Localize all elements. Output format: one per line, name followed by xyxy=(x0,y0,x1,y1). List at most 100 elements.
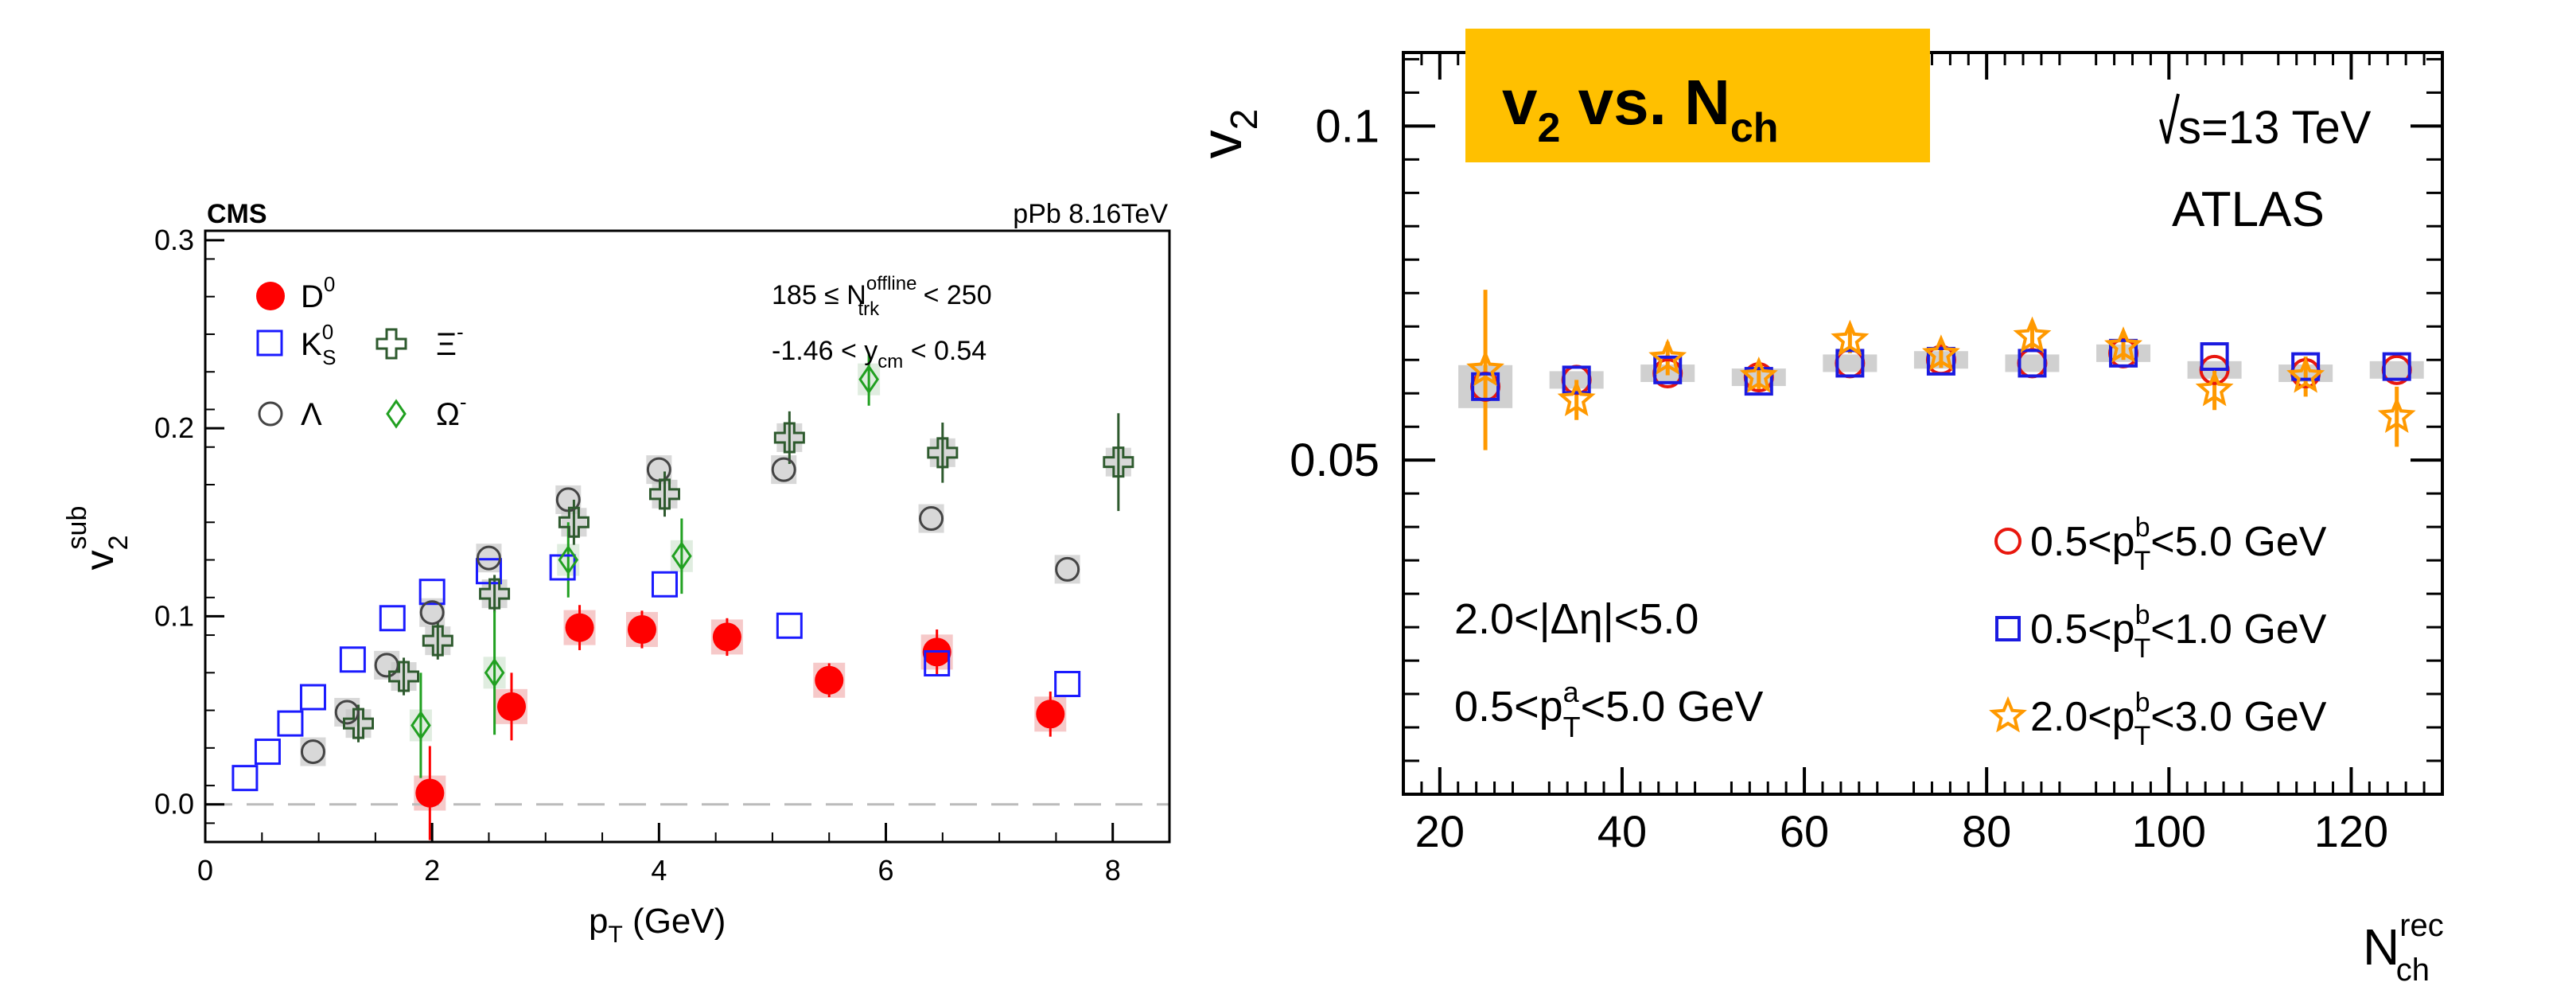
xi-point xyxy=(479,578,511,610)
d0-point xyxy=(627,614,656,644)
legend-omega-marker xyxy=(386,399,407,429)
atlas-orange-point xyxy=(1739,357,1778,393)
atlas-blue-point xyxy=(1653,355,1683,384)
xi-point xyxy=(342,707,374,739)
cms-legend: D0 K0 S Ξ- Λ Ω- xyxy=(256,272,467,432)
legend-omega-sup: - xyxy=(460,390,467,414)
omega-point xyxy=(484,657,505,688)
cms-y-tick-label: 0.1 xyxy=(154,599,194,632)
atlas-y-tick-label: 0.05 xyxy=(1290,435,1379,486)
banner-title: v2 vs. Nch xyxy=(1502,67,1779,151)
atlas-legend-blue-marker xyxy=(1995,616,2021,641)
xi-point xyxy=(422,625,453,657)
cms-ylabel-v: v xyxy=(77,550,122,570)
cms-cut2-post: < 0.54 xyxy=(903,336,986,366)
lambda-point xyxy=(334,700,360,725)
lambda-point xyxy=(1055,556,1080,582)
atlas-ylabel-v: v xyxy=(1190,130,1254,158)
atlas-leg2-pre: 2.0<p xyxy=(2030,694,2135,740)
banner-sub2: ch xyxy=(1730,105,1779,151)
cms-cut2-sub: cm xyxy=(877,351,903,372)
title-banner xyxy=(1465,29,1930,162)
atlas-pta-cut: 0.5<pa T<5.0 GeV xyxy=(1454,676,1763,743)
legend-xi-label: Ξ- xyxy=(436,320,464,362)
ks0-point xyxy=(924,650,951,677)
omega-point xyxy=(411,710,431,741)
svg-text:v2sub: v2 sub xyxy=(62,506,134,571)
atlas-y-tick-label: 0.1 xyxy=(1315,100,1379,152)
atlas-leg1-post: <1.0 GeV xyxy=(2150,606,2326,653)
banner-sub1: 2 xyxy=(1538,105,1561,151)
atlas-markers xyxy=(1466,316,2416,434)
atlas-blue-point xyxy=(1562,365,1591,395)
atlas-legend-orange-marker xyxy=(1989,696,2027,733)
ks0-point xyxy=(418,579,446,606)
cms-cut1-post: < 250 xyxy=(916,280,991,310)
atlas-leg2-sub: T xyxy=(2134,721,2151,751)
atlas-pta-pre: 0.5<p xyxy=(1454,683,1563,731)
d0-point xyxy=(1036,700,1065,729)
cms-x-axis-label: pT (GeV) xyxy=(589,902,726,948)
ks0-point xyxy=(776,612,803,639)
cms-cut1-pre: 185 ≤ N xyxy=(772,280,866,310)
legend-d0-text: D xyxy=(301,279,324,314)
atlas-ylabel-sub: 2 xyxy=(1224,109,1266,131)
cms-multiplicity-cut: 185 ≤ Noffline trk < 250 xyxy=(772,273,992,320)
cms-system-label: pPb 8.16TeV xyxy=(1013,199,1168,229)
atlas-legend-red-label: 0.5<pb T<5.0 GeV xyxy=(2030,513,2327,576)
atlas-x-tick-label: 20 xyxy=(1415,806,1465,856)
atlas-leg1-sub: T xyxy=(2134,633,2151,664)
cms-x-tick-label: 6 xyxy=(878,854,894,887)
lambda-syst-box xyxy=(918,504,944,533)
atlas-orange-point xyxy=(1831,319,1870,357)
atlas-leg0-pre: 0.5<p xyxy=(2030,519,2135,565)
xi-point xyxy=(558,506,590,538)
atlas-xlabel-n: N xyxy=(2363,918,2399,976)
atlas-blue-point xyxy=(1835,349,1865,378)
svg-text:v2: v2 xyxy=(1190,109,1266,159)
atlas-x-tick-label: 100 xyxy=(2132,806,2206,856)
sqrt-symbol-icon xyxy=(2159,93,2180,144)
d0-point xyxy=(565,613,594,642)
xi-point xyxy=(773,422,805,454)
atlas-x-tick-label: 80 xyxy=(1962,806,2011,856)
ks0-point xyxy=(1054,671,1081,698)
lambda-syst-box xyxy=(300,737,326,766)
lambda-syst-box xyxy=(1054,555,1080,584)
ks0-point xyxy=(379,605,406,632)
atlas-pta-sup: a xyxy=(1563,676,1580,708)
atlas-y-axis-label: v2 xyxy=(1190,109,1266,159)
atlas-xlabel-sup: rec xyxy=(2399,908,2444,943)
legend-d0-sup: 0 xyxy=(324,272,335,296)
cms-error-bars xyxy=(356,353,1120,840)
atlas-ticks: 20 40 60 80 100 120 0.05 0.1 xyxy=(1290,53,2442,856)
atlas-orange-point xyxy=(2104,326,2143,363)
d0-point xyxy=(712,622,741,652)
cms-x-tick-label: 8 xyxy=(1105,854,1121,887)
atlas-orange-point xyxy=(2195,369,2234,407)
cms-markers xyxy=(232,364,1134,808)
atlas-x-tick-label: 120 xyxy=(2314,806,2388,856)
atlas-energy-label: s=13 TeV xyxy=(2178,102,2372,154)
cms-chart: 0 2 4 6 80.00.10.20.3 CMS pPb 8.16TeV v2sub … xyxy=(62,199,1171,948)
atlas-orange-point xyxy=(2377,396,2416,434)
atlas-syst-band xyxy=(1823,354,1878,372)
atlas-syst-band xyxy=(2369,361,2424,379)
xi-point xyxy=(388,661,420,692)
legend-ks0-label: K0 S xyxy=(301,320,337,369)
legend-lambda-marker xyxy=(258,401,283,427)
atlas-leg2-post: <3.0 GeV xyxy=(2150,694,2326,740)
atlas-orange-point xyxy=(2013,316,2052,353)
d0-point xyxy=(815,665,844,695)
lambda-point xyxy=(476,545,501,571)
atlas-eta-cut: 2.0<|Δη|<5.0 xyxy=(1454,595,1699,643)
cms-x-tick-label: 4 xyxy=(651,854,667,887)
cms-ylabel-sup: sub xyxy=(62,506,92,550)
legend-ks0-sub: S xyxy=(322,345,336,369)
atlas-legend-red-marker xyxy=(1994,528,2021,555)
d0-point xyxy=(496,692,526,721)
atlas-orange-point xyxy=(1557,380,1596,417)
atlas-legend-blue-label: 0.5<pb T<1.0 GeV xyxy=(2030,600,2327,664)
atlas-blue-point xyxy=(2018,349,2047,378)
